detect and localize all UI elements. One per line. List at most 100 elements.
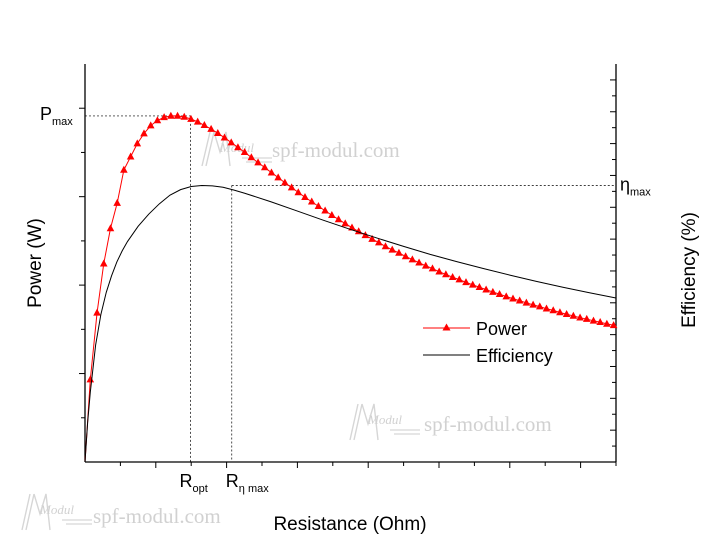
reta-max-label-main: R <box>226 471 239 491</box>
power-data-point <box>153 116 162 124</box>
power-data-point <box>254 158 262 166</box>
power-data-point <box>415 258 423 266</box>
power-data-point <box>435 267 443 275</box>
power-data-point <box>160 113 168 121</box>
power-data-point <box>348 223 356 231</box>
power-data-point <box>576 313 584 321</box>
pmax-label-sub: max <box>52 116 73 128</box>
power-data-point <box>482 285 490 293</box>
power-data-point <box>99 259 108 267</box>
y-axis-left-title: Power (W) <box>25 218 46 308</box>
power-data-point <box>328 211 336 219</box>
power-data-point <box>475 283 484 291</box>
power-data-point <box>529 300 537 308</box>
watermark-text: spf-modul.com <box>93 504 221 528</box>
power-data-point <box>180 112 189 120</box>
power-data-point <box>489 287 497 295</box>
axis-ticks <box>79 79 617 468</box>
power-data-point <box>200 121 209 129</box>
watermark-top: Modul spf-modul.com <box>201 131 400 167</box>
power-data-point <box>133 139 142 147</box>
power-data-point <box>596 317 604 325</box>
x-axis-title: Resistance (Ohm) <box>273 514 426 535</box>
power-data-point <box>408 255 417 263</box>
watermark-middle: Modul spf-modul.com <box>349 403 552 441</box>
power-data-point <box>234 143 242 151</box>
power-data-point <box>106 224 115 232</box>
power-data-point <box>515 296 524 304</box>
power-data-point <box>146 121 155 129</box>
power-data-point <box>428 264 437 272</box>
power-data-point <box>93 308 101 316</box>
power-data-point <box>193 117 202 125</box>
etamax-label-sub: max <box>630 186 651 198</box>
watermark-text: spf-modul.com <box>272 138 400 162</box>
power-data-point <box>421 261 430 269</box>
power-data-point <box>187 114 195 122</box>
reta-max-label-sub: η max <box>239 483 269 495</box>
guide-lines <box>85 115 616 462</box>
power-data-point <box>314 202 323 210</box>
watermark-logo-text: Modul <box>367 412 402 427</box>
power-data-point <box>603 319 611 327</box>
power-data-point <box>582 314 591 322</box>
power-data-point <box>442 270 450 278</box>
watermark-logo-icon: Modul <box>349 403 420 441</box>
series-efficiency-line <box>84 184 617 463</box>
power-data-point <box>502 292 511 300</box>
power-data-point <box>562 310 571 318</box>
power-data-point <box>274 173 282 181</box>
power-data-point <box>589 316 598 324</box>
legend-entry-power: Power <box>423 319 527 339</box>
legend-label-efficiency: Efficiency <box>476 346 553 366</box>
power-data-point <box>468 280 477 288</box>
power-data-point <box>375 238 383 246</box>
power-data-point <box>167 111 175 119</box>
power-data-point <box>388 245 397 253</box>
power-data-point <box>462 278 470 286</box>
power-data-point <box>448 272 457 280</box>
power-data-point <box>542 304 551 312</box>
power-data-point <box>569 311 578 319</box>
pmax-label: Pmax <box>40 104 73 128</box>
watermark-bottom: Modul spf-modul.com <box>21 493 221 531</box>
power-data-point <box>536 302 544 310</box>
ropt-label-main: R <box>180 471 193 491</box>
power-data-point <box>173 111 182 119</box>
power-data-point <box>247 153 256 161</box>
legend-entry-efficiency: Efficiency <box>423 346 553 366</box>
etamax-label-main: η <box>620 174 630 194</box>
ropt-label: Ropt <box>180 471 208 495</box>
power-data-point <box>140 129 148 137</box>
power-data-point <box>126 152 135 160</box>
watermark-logo-icon: Modul <box>21 493 92 531</box>
power-data-point <box>549 306 558 314</box>
power-data-point <box>281 178 289 186</box>
power-data-point <box>220 133 229 141</box>
power-data-point <box>86 375 95 383</box>
power-data-point <box>120 165 128 173</box>
power-data-point <box>401 252 410 260</box>
watermark-logo-text: Modul <box>39 502 74 517</box>
power-data-point <box>368 234 376 242</box>
reta-max-label: Rη max <box>226 471 269 495</box>
power-data-point <box>509 294 517 302</box>
y-axis-right-title: Efficiency (%) <box>679 212 700 328</box>
series-layer <box>84 111 618 463</box>
power-data-point <box>207 124 215 132</box>
legend-triangle-icon <box>442 323 451 331</box>
power-data-point <box>267 168 276 176</box>
power-data-point <box>609 321 618 329</box>
series-power-line <box>84 115 614 463</box>
axes <box>84 64 617 463</box>
legend-label-power: Power <box>476 319 527 339</box>
ropt-label-sub: opt <box>193 483 208 495</box>
power-data-point <box>395 248 403 256</box>
power-data-point <box>260 163 269 171</box>
power-data-point <box>307 197 316 205</box>
power-data-point <box>287 183 296 191</box>
power-data-point <box>214 129 222 137</box>
pmax-label-main: P <box>40 104 52 124</box>
